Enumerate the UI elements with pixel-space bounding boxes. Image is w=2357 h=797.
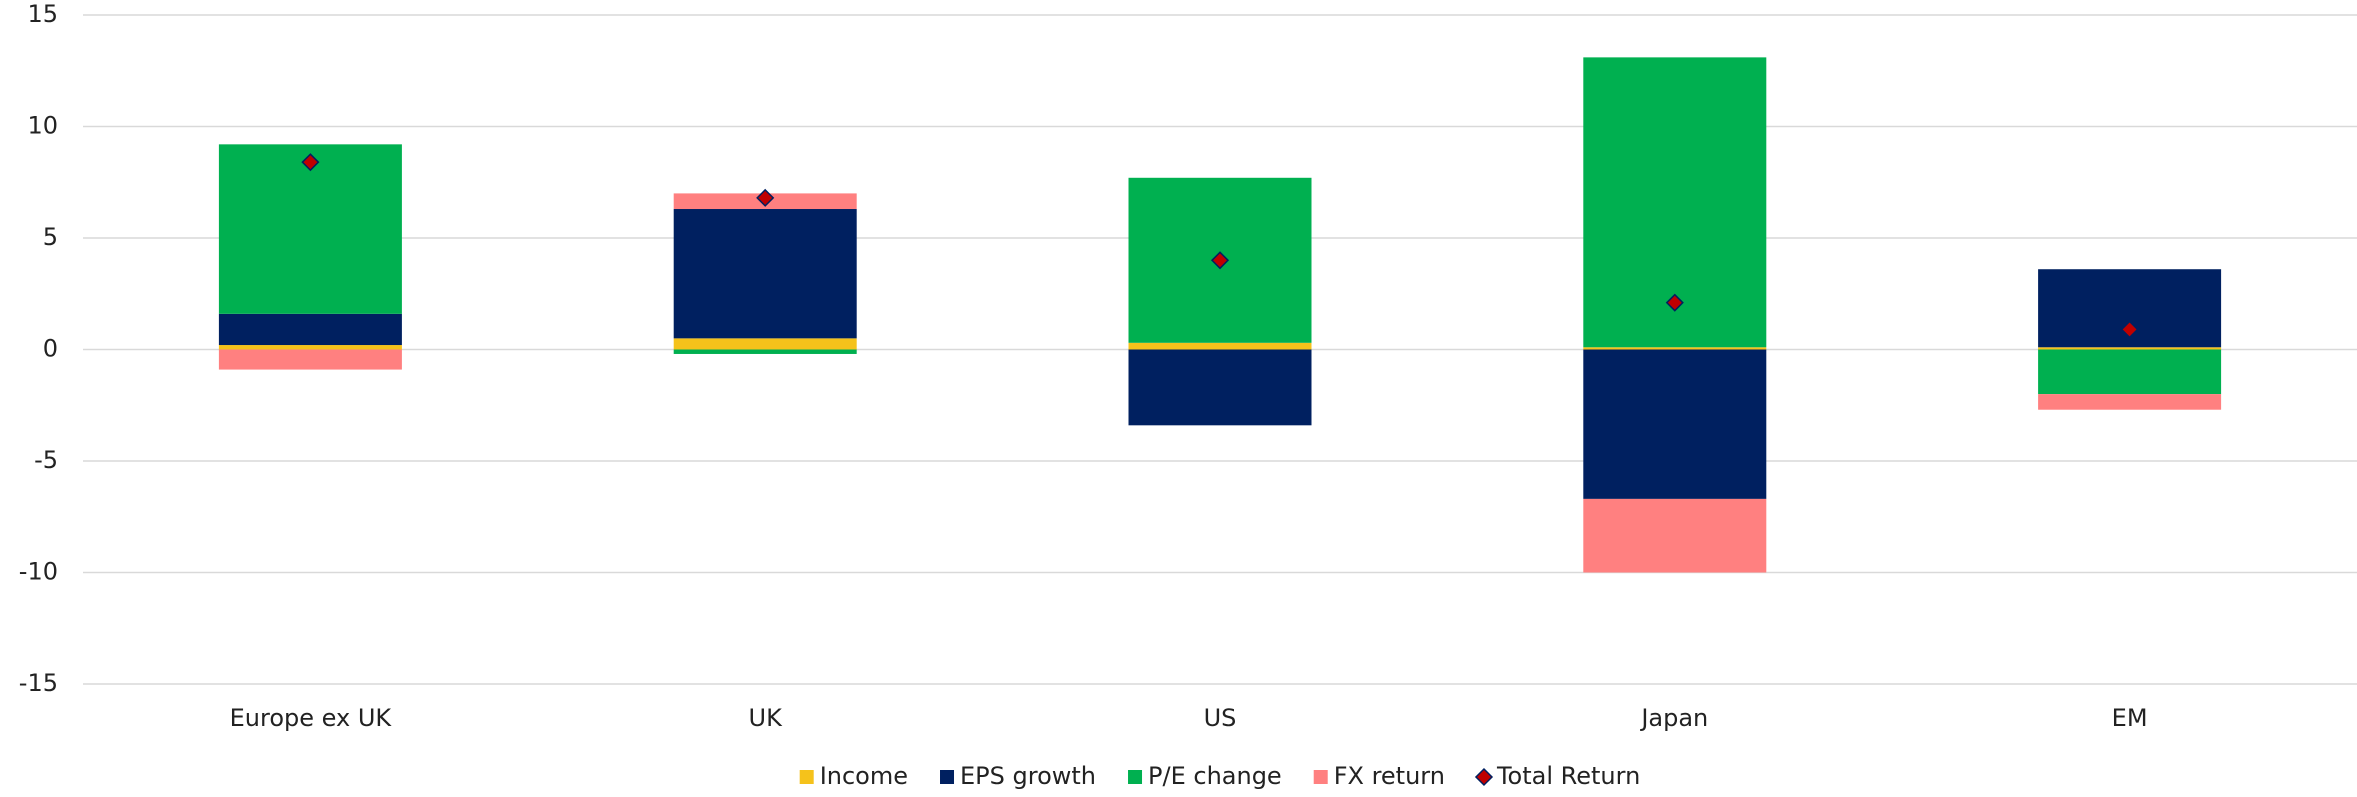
legend-swatch <box>1313 770 1328 784</box>
legend-label: FX return <box>1334 762 1445 790</box>
legend-marker <box>1474 767 1494 787</box>
bar-segment <box>218 345 402 350</box>
legend-label: Income <box>820 762 908 790</box>
bar-segment <box>218 349 402 370</box>
bar-segment <box>673 349 857 354</box>
y-tick-label: -15 <box>19 669 58 697</box>
y-tick-label: 10 <box>27 112 58 140</box>
legend-label: Total Return <box>1496 762 1640 790</box>
bar-segment <box>1128 349 1312 426</box>
bar-segment <box>1583 347 1767 350</box>
total-marker <box>301 153 320 172</box>
bar-segment <box>1583 349 1767 499</box>
legend-label: EPS growth <box>960 762 1096 790</box>
legend-swatch <box>799 770 814 784</box>
legend-swatch <box>1128 770 1143 784</box>
y-tick-label: -10 <box>19 558 58 586</box>
bar-segment <box>2038 347 2222 350</box>
bar-segment <box>218 144 402 314</box>
total-marker <box>756 188 775 207</box>
bar-segment <box>2038 394 2222 410</box>
total-marker <box>1210 251 1230 270</box>
y-tick-label: 15 <box>27 0 58 28</box>
x-tick-label: EM <box>2112 704 2148 732</box>
x-tick-label: Japan <box>1639 704 1708 732</box>
bar-segment <box>1583 498 1767 573</box>
legend-label: P/E change <box>1148 762 1282 790</box>
bar-segment <box>2038 349 2222 395</box>
y-tick-label: 0 <box>43 335 58 363</box>
legend-swatch <box>940 770 955 784</box>
y-tick-label: -5 <box>34 446 58 474</box>
bar-segment <box>673 209 857 339</box>
x-tick-label: Europe ex UK <box>230 704 393 732</box>
y-tick-label: 5 <box>43 223 58 251</box>
x-tick-label: US <box>1204 704 1237 732</box>
bar-segment <box>1128 342 1312 350</box>
bar-segment <box>218 313 402 346</box>
bar-segment <box>673 338 857 350</box>
x-tick-label: UK <box>749 704 784 732</box>
total-marker <box>1665 293 1684 312</box>
total-marker <box>2120 320 2139 339</box>
